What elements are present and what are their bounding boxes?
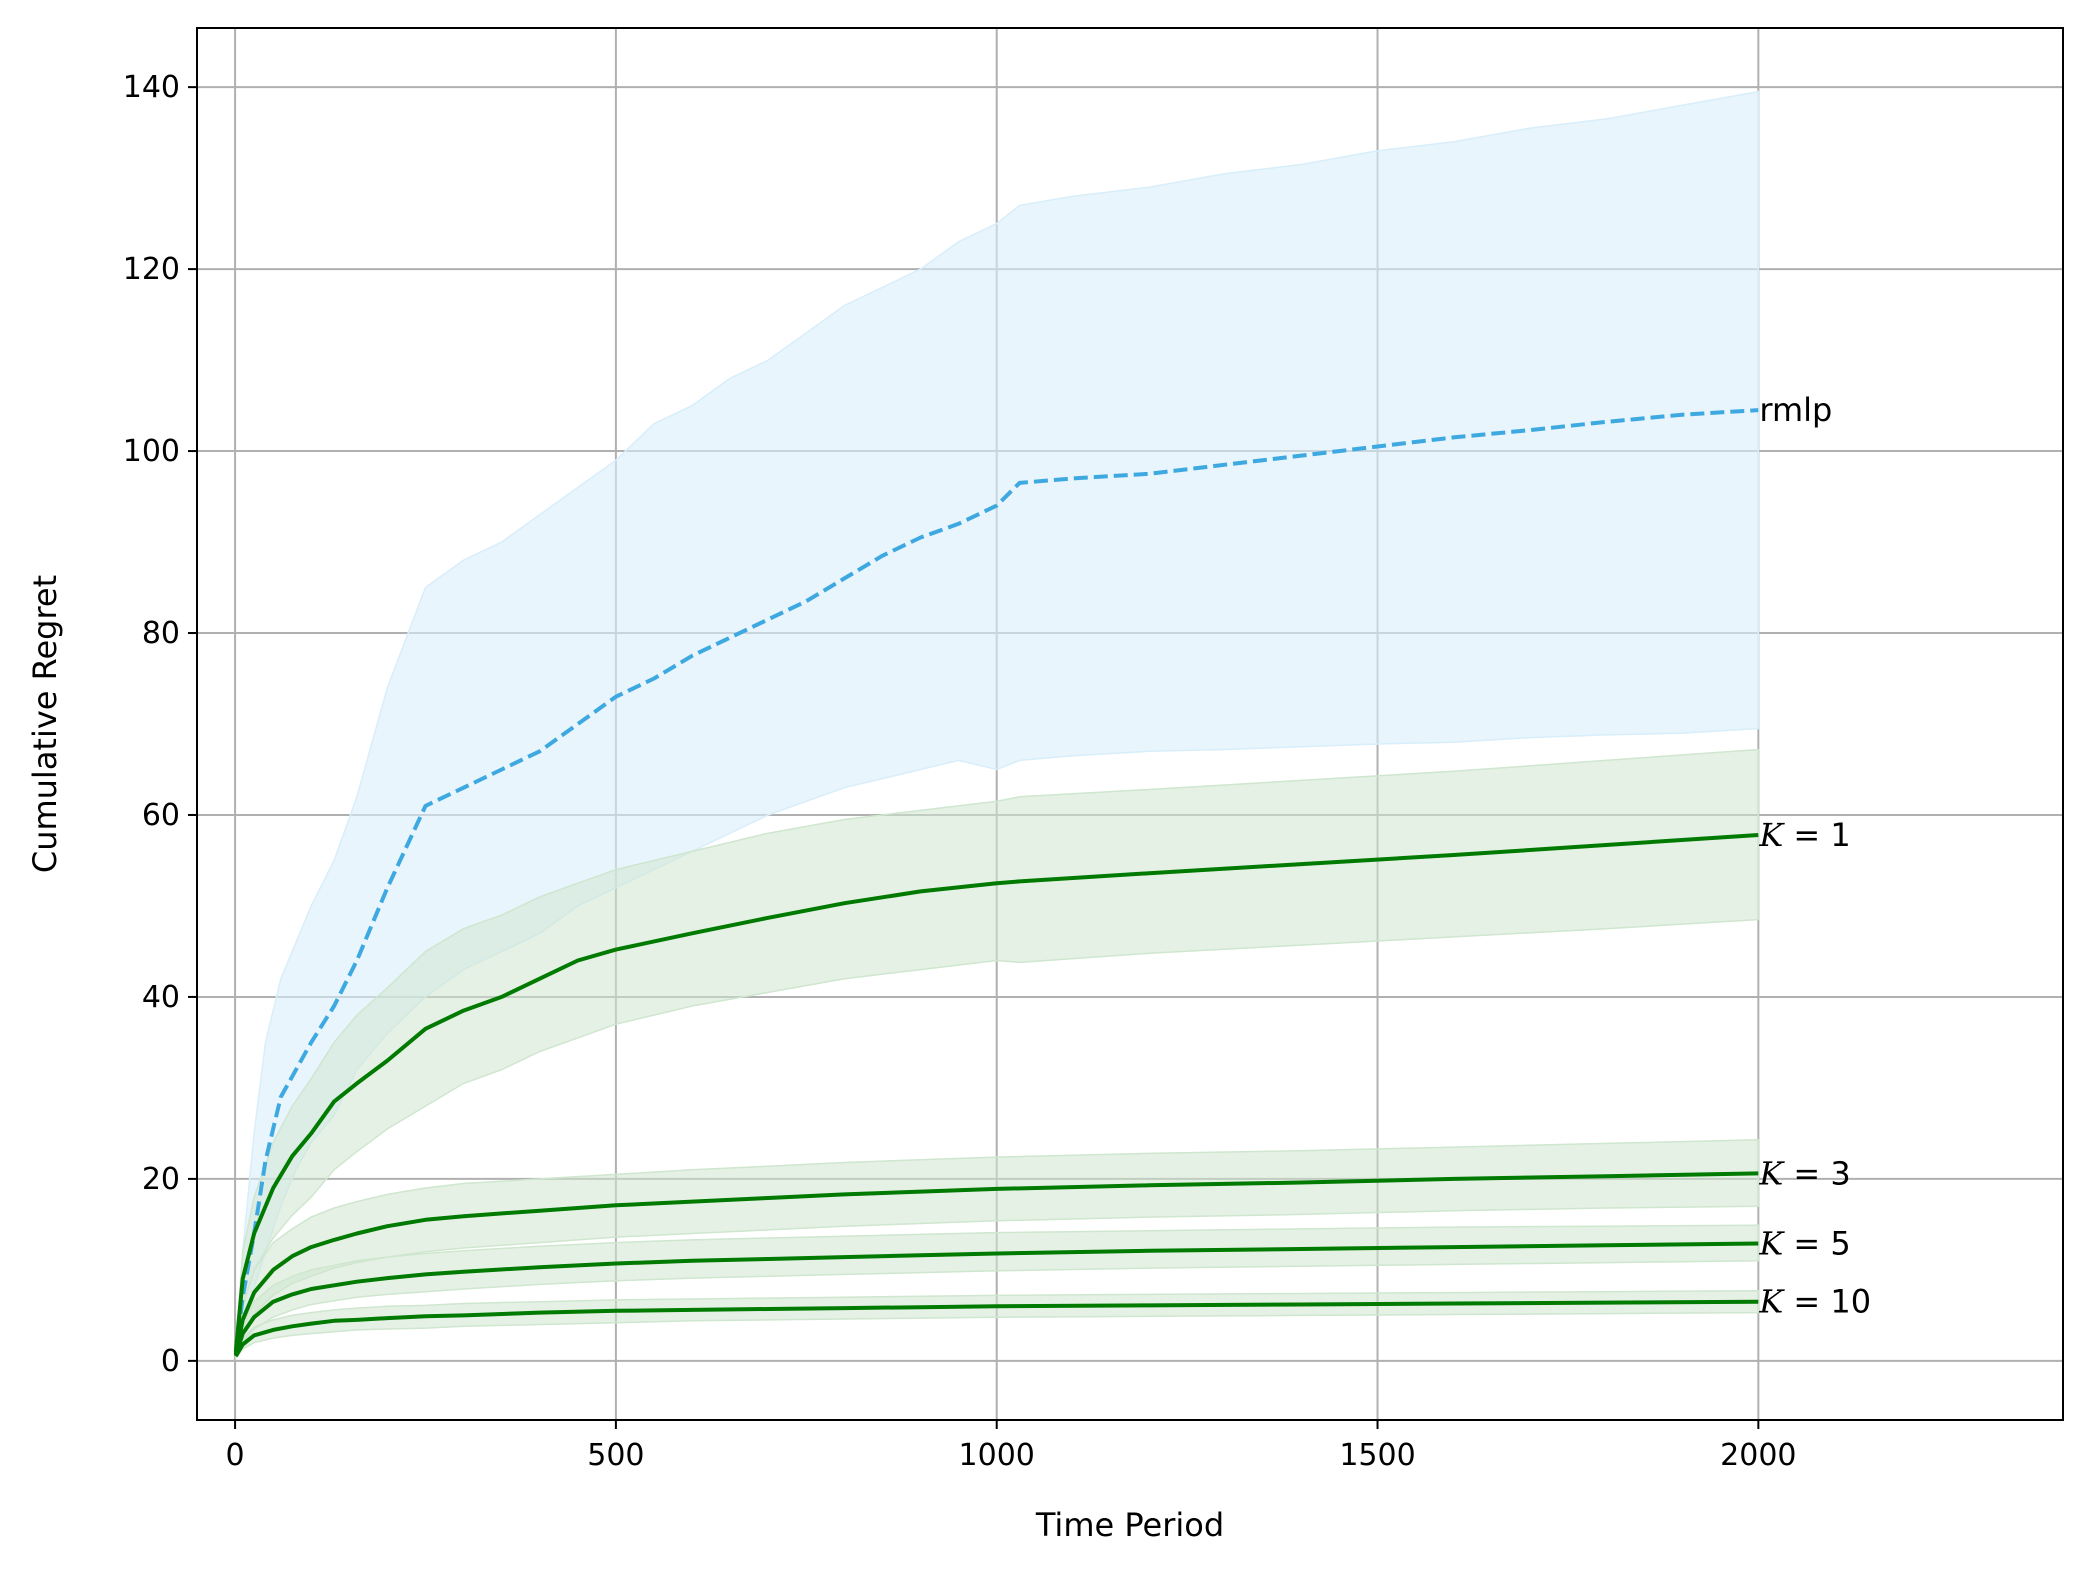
x-axis-ticks: 0 500 1000 1500 2000 [226, 1420, 1797, 1473]
line-rmlp [233, 408, 1759, 1354]
x-axis-label: Time Period [1035, 1506, 1224, 1544]
y-axis-ticks: 0 20 40 60 80 100 120 140 [123, 70, 197, 1379]
label-k-5: K = 5 [1758, 1224, 1850, 1262]
y-tick-label: 40 [142, 980, 180, 1015]
x-tick-label: 1000 [959, 1438, 1035, 1473]
x-tick-label: 0 [226, 1438, 245, 1473]
confidence-bands [235, 90, 1760, 1361]
line-k-5 [233, 1241, 1759, 1357]
series-end-labels: rmlp K = 1 K = 3 K = 5 K = 10 [1758, 391, 1871, 1321]
label-rmlp: rmlp [1759, 391, 1832, 429]
y-tick-label: 80 [142, 616, 180, 651]
y-axis-label: Cumulative Regret [26, 575, 64, 873]
label-k-1: K = 1 [1758, 816, 1850, 854]
y-tick-label: 20 [142, 1162, 180, 1197]
y-tick-label: 140 [123, 70, 180, 105]
y-tick-label: 0 [161, 1344, 180, 1379]
label-k-10: K = 10 [1758, 1283, 1871, 1321]
band-k-1 [235, 748, 1760, 1357]
x-tick-label: 500 [587, 1438, 644, 1473]
band-k-5 [235, 1224, 1760, 1358]
series-lines [233, 408, 1759, 1358]
y-tick-label: 60 [142, 798, 180, 833]
line-k-3 [233, 1171, 1759, 1355]
x-tick-label: 2000 [1720, 1438, 1796, 1473]
line-k-10 [234, 1299, 1759, 1358]
plot-frame [196, 27, 2064, 1421]
line-k-1 [233, 833, 1759, 1352]
y-tick-label: 100 [123, 434, 180, 469]
band-k-10 [235, 1290, 1760, 1361]
label-k-3: K = 3 [1758, 1154, 1850, 1192]
x-tick-label: 1500 [1339, 1438, 1415, 1473]
y-tick-label: 120 [123, 252, 180, 287]
